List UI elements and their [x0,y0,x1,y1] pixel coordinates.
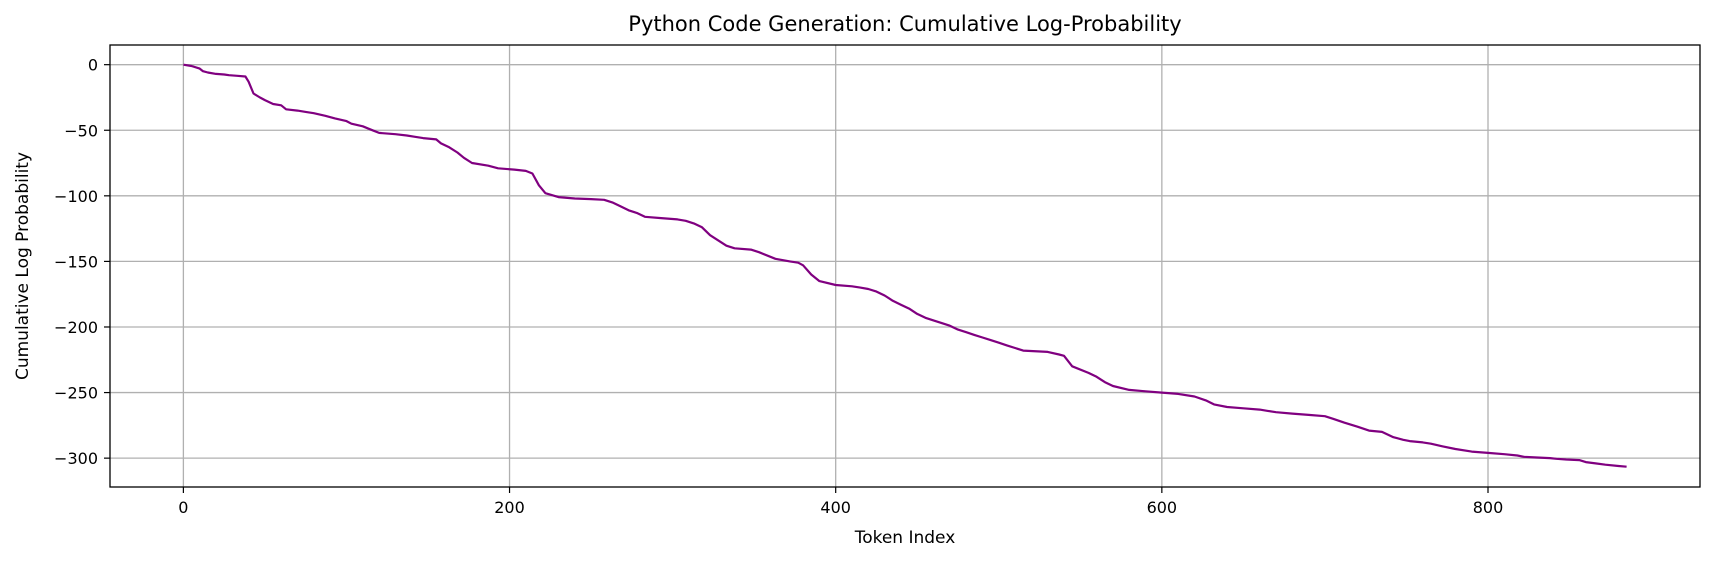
y-axis-label: Cumulative Log Probability [13,152,33,380]
x-tick-label: 200 [494,498,525,517]
y-tick-label: −250 [54,384,98,403]
plot-frame [109,44,1701,488]
y-tick-label: −150 [54,252,98,271]
y-ticks: 0 −50 −100 −150 −200 −250 −300 [54,56,110,468]
y-tick-label: −50 [64,121,98,140]
chart-title: Python Code Generation: Cumulative Log-P… [628,12,1181,36]
series-line [183,63,1627,468]
y-tick-label: −300 [54,449,98,468]
x-tick-label: 0 [178,498,188,517]
x-axis-label: Token Index [854,528,956,548]
y-tick-label: 0 [88,56,98,75]
y-tick-label: −200 [54,318,98,337]
y-tick-label: −100 [54,187,98,206]
x-tick-label: 400 [820,498,851,517]
grid [110,45,1700,487]
x-tick-label: 600 [1147,498,1178,517]
x-ticks: 0 200 400 600 800 [178,487,1503,517]
x-tick-label: 800 [1473,498,1504,517]
